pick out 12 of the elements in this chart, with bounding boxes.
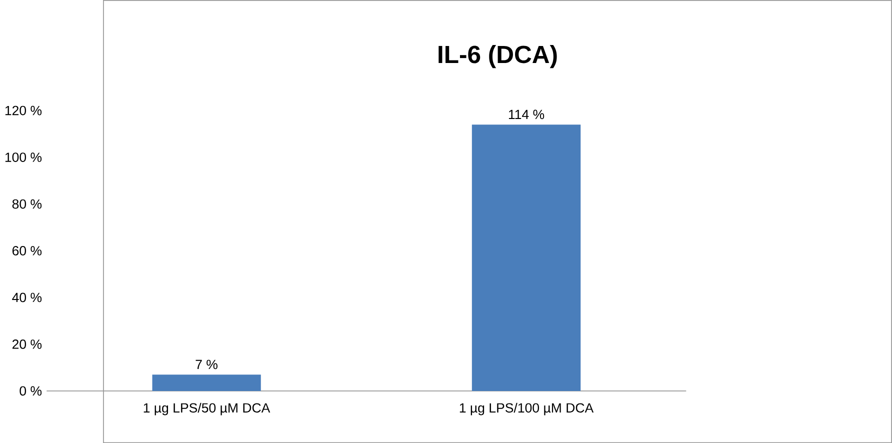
x-tick-label: 1 µg LPS/100 µM DCA bbox=[460, 402, 594, 416]
y-tick-label: 20 % bbox=[12, 339, 42, 349]
y-tick-label: 40 % bbox=[12, 292, 42, 302]
data-label: 114 % bbox=[508, 110, 544, 120]
y-tick-label: 60 % bbox=[12, 246, 42, 256]
y-tick-label: 80 % bbox=[12, 199, 42, 209]
y-tick-label: 100 % bbox=[5, 152, 42, 162]
data-label: 7 % bbox=[196, 360, 218, 370]
chart-title: IL-6 (DCA) bbox=[438, 44, 557, 68]
y-tick-label: 120 % bbox=[5, 106, 42, 116]
x-tick-label: 1 µg LPS/50 µM DCA bbox=[144, 402, 270, 416]
y-tick-label: 0 % bbox=[20, 386, 42, 396]
